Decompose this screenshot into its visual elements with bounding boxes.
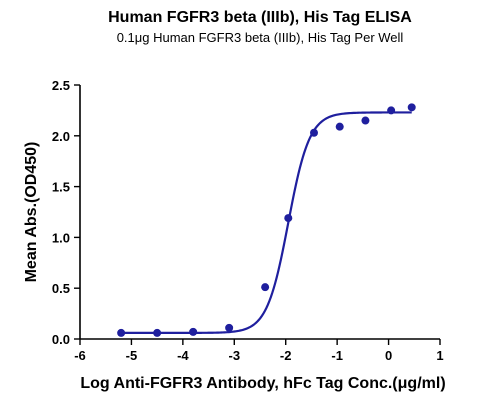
axes xyxy=(74,84,441,345)
x-tick-label: -5 xyxy=(126,348,138,363)
data-point xyxy=(361,116,370,125)
y-tick-label: 1.5 xyxy=(52,180,70,195)
tick-labels: -6 -5 -4 -3 -2 -1 0 1 0.0 0.5 1.0 1.5 2.0 2.5 xyxy=(52,78,444,363)
x-tick-label: -4 xyxy=(177,348,189,363)
data-point xyxy=(407,103,416,112)
chart-subtitle: 0.1μg Human FGFR3 beta (IIIb), His Tag P… xyxy=(117,30,404,45)
data-point xyxy=(225,323,234,332)
x-tick-label: -6 xyxy=(74,348,86,363)
data-points xyxy=(117,103,416,337)
data-point xyxy=(284,214,293,223)
y-tick-label: 1.0 xyxy=(52,230,70,245)
x-tick-label: 1 xyxy=(436,348,443,363)
y-tick-label: 2.0 xyxy=(52,129,70,144)
fit-curve xyxy=(121,111,412,334)
y-tick-label: 0.5 xyxy=(52,281,70,296)
data-point xyxy=(153,328,162,337)
data-point xyxy=(117,328,126,337)
data-point xyxy=(335,122,344,131)
x-tick-label: -1 xyxy=(331,348,343,363)
x-tick-label: 0 xyxy=(385,348,392,363)
y-axis-label: Mean Abs.(OD450) xyxy=(23,142,40,283)
x-tick-label: -2 xyxy=(280,348,292,363)
x-axis-label: Log Anti-FGFR3 Antibody, hFc Tag Conc.(μ… xyxy=(80,375,445,392)
data-point xyxy=(387,106,396,115)
y-tick-label: 0.0 xyxy=(52,332,70,347)
chart-title: Human FGFR3 beta (IIIb), His Tag ELISA xyxy=(108,9,412,26)
data-point xyxy=(310,128,318,137)
x-tick-label: -3 xyxy=(229,348,241,363)
y-tick-label: 2.5 xyxy=(52,78,70,93)
data-point xyxy=(189,327,198,336)
data-point xyxy=(261,283,270,292)
